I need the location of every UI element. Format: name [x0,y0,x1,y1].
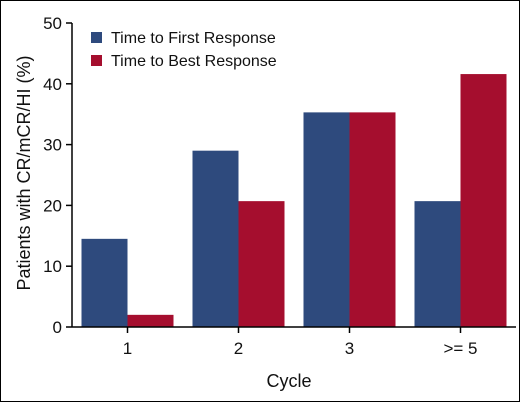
bar-best-response-3 [349,112,396,327]
bar-best-response-4 [460,74,507,328]
y-tick-label: 40 [43,75,62,94]
x-tick-label: >= 5 [443,339,477,358]
legend: Time to First Response Time to Best Resp… [91,30,277,70]
legend-label-best-response: Time to Best Response [111,53,277,70]
y-tick-label: 10 [43,257,62,276]
x-tick-label: 2 [234,339,243,358]
bar-first-response-4 [414,201,461,327]
bar-best-response-2 [238,201,285,327]
legend-swatch-best-response [91,55,102,66]
y-tick-label: 50 [43,14,62,33]
x-axis: 1 2 3 >= 5 [72,326,516,358]
bar-first-response-3 [303,112,350,327]
bar-first-response-1 [81,238,128,327]
bar-best-response-1 [127,314,174,327]
x-axis-title: Cycle [266,371,311,391]
y-tick-label: 20 [43,196,62,215]
y-tick-label: 30 [43,136,62,155]
x-tick-label: 1 [123,339,132,358]
y-axis-title: Patients with CR/mCR/HI (%) [14,55,34,290]
bars-group [81,74,507,328]
x-tick-label: 3 [345,339,354,358]
legend-swatch-first-response [91,32,102,43]
y-tick-label: 0 [53,318,62,337]
y-axis: 0 10 20 30 40 50 [43,14,73,337]
bar-first-response-2 [192,150,239,327]
legend-label-first-response: Time to First Response [111,30,276,47]
